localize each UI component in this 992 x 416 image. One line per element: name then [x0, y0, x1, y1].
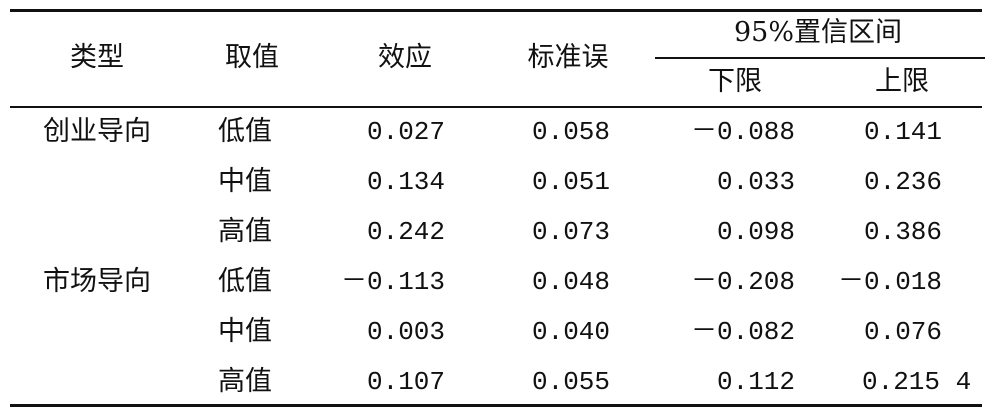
header-rule	[10, 106, 982, 108]
value-cell: 0.112	[716, 367, 795, 397]
value-cell: 0.134	[366, 167, 445, 197]
value-cell: 0.386	[863, 217, 942, 247]
value-cell: 0.236	[863, 167, 942, 197]
value-cell: 0.058	[531, 117, 610, 147]
level-cell: 中值	[218, 316, 272, 347]
level-cell: 低值	[218, 266, 272, 297]
top-rule	[10, 9, 982, 12]
level-cell: 中值	[218, 166, 272, 197]
value-cell: 0.098	[716, 217, 795, 247]
value-cell: －0.018	[837, 267, 942, 297]
header-cell: 取值	[225, 42, 279, 73]
value-cell: 0.003	[366, 317, 445, 347]
value-cell: 0.027	[366, 117, 445, 147]
value-cell: 0.076	[863, 317, 942, 347]
value-cell: 0.242	[366, 217, 445, 247]
value-cell: －0.113	[340, 267, 445, 297]
header-cell: 95%置信区间	[733, 17, 903, 48]
value-cell: －0.088	[690, 117, 795, 147]
value-cell: 0.055	[531, 367, 610, 397]
value-cell: －0.208	[690, 267, 795, 297]
header-cell: 效应	[378, 42, 432, 73]
header-cell: 标准误	[527, 42, 609, 73]
value-cell: －0.082	[690, 317, 795, 347]
value-cell: 0.033	[716, 167, 795, 197]
header-cell: 上限	[875, 66, 929, 97]
group-label: 创业导向	[43, 116, 151, 147]
value-cell: 0.051	[531, 167, 610, 197]
bottom-rule	[10, 404, 982, 407]
level-cell: 低值	[218, 116, 272, 147]
level-cell: 高值	[218, 366, 272, 397]
value-cell: 0.048	[531, 267, 610, 297]
value-cell: 0.141	[863, 117, 942, 147]
value-cell: 0.215 4	[862, 367, 972, 397]
header-cell: 类型	[70, 42, 124, 73]
group-label: 市场导向	[43, 266, 151, 297]
value-cell: 0.073	[531, 217, 610, 247]
value-cell: 0.040	[531, 317, 610, 347]
header-cell: 下限	[708, 66, 762, 97]
value-cell: 0.107	[366, 367, 445, 397]
ci-rule	[655, 57, 985, 59]
level-cell: 高值	[218, 216, 272, 247]
